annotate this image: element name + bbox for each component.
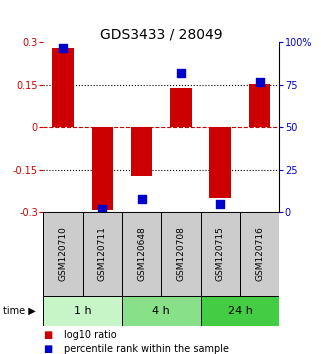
Bar <box>122 296 201 326</box>
Point <box>257 79 262 84</box>
Text: 24 h: 24 h <box>228 306 252 316</box>
Point <box>100 206 105 212</box>
Text: GSM120715: GSM120715 <box>216 227 225 281</box>
Text: GSM120708: GSM120708 <box>177 227 186 281</box>
Point <box>218 201 223 207</box>
Bar <box>131 127 152 176</box>
Text: GSM120710: GSM120710 <box>58 227 67 281</box>
Text: GSM120716: GSM120716 <box>255 227 264 281</box>
Text: time ▶: time ▶ <box>3 306 36 316</box>
Bar <box>201 212 240 296</box>
Text: ■: ■ <box>43 330 53 339</box>
Text: ■: ■ <box>43 344 53 354</box>
Text: percentile rank within the sample: percentile rank within the sample <box>64 344 229 354</box>
Bar <box>43 212 83 296</box>
Bar <box>201 296 279 326</box>
Bar <box>170 88 192 127</box>
Bar <box>240 212 279 296</box>
Title: GDS3433 / 28049: GDS3433 / 28049 <box>100 27 223 41</box>
Bar <box>249 84 270 127</box>
Bar <box>210 127 231 198</box>
Bar <box>43 296 122 326</box>
Bar <box>161 212 201 296</box>
Bar <box>83 212 122 296</box>
Text: GSM120648: GSM120648 <box>137 227 146 281</box>
Text: log10 ratio: log10 ratio <box>64 330 117 339</box>
Text: 4 h: 4 h <box>152 306 170 316</box>
Bar <box>52 48 74 127</box>
Text: GSM120711: GSM120711 <box>98 227 107 281</box>
Text: 1 h: 1 h <box>74 306 91 316</box>
Bar <box>122 212 161 296</box>
Point <box>139 196 144 202</box>
Point <box>60 45 65 50</box>
Bar <box>91 127 113 210</box>
Point <box>178 70 184 76</box>
